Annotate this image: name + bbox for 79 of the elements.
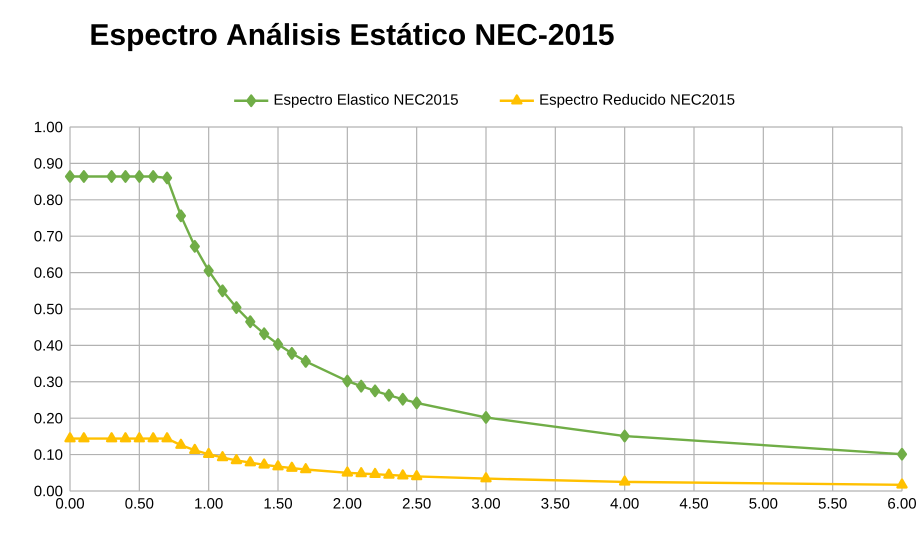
point <box>342 374 352 388</box>
point <box>134 432 146 442</box>
x-tick-label: 1.00 <box>195 498 223 509</box>
x-tick-label: 6.00 <box>888 498 916 509</box>
point <box>204 264 214 278</box>
y-tick-label: 0.90 <box>34 158 62 169</box>
point <box>217 284 228 298</box>
point <box>78 432 90 442</box>
point <box>134 170 144 183</box>
point <box>342 466 354 477</box>
chart-title: Espectro Análisis Estático NEC-2015 <box>91 22 614 52</box>
point <box>148 170 158 183</box>
point <box>370 384 380 398</box>
y-tick-label: 0.00 <box>34 486 62 496</box>
point <box>230 454 242 464</box>
x-tick-label: 5.50 <box>818 498 847 509</box>
legend-label: Espectro Elastico NEC2015 <box>274 94 458 108</box>
x-tick-label: 3.00 <box>472 498 500 509</box>
point <box>272 460 284 470</box>
x-tick-label: 2.50 <box>402 498 431 509</box>
point <box>480 472 492 482</box>
point <box>397 469 408 480</box>
point <box>176 209 186 222</box>
point <box>245 315 256 328</box>
point <box>244 456 256 466</box>
x-tick-label: 0.00 <box>56 498 84 509</box>
point <box>175 438 187 449</box>
point <box>369 468 381 478</box>
point <box>120 170 131 183</box>
point <box>412 396 422 410</box>
point <box>620 430 630 442</box>
point <box>259 327 270 340</box>
y-tick-label: 1.00 <box>34 122 62 132</box>
point <box>356 467 367 478</box>
y-tick-label: 0.10 <box>34 449 62 460</box>
point <box>189 444 201 454</box>
point <box>896 478 908 489</box>
x-tick-label: 3.50 <box>541 498 570 509</box>
point <box>190 240 200 253</box>
point <box>300 463 312 474</box>
y-tick-label: 0.20 <box>34 412 62 424</box>
point <box>78 170 89 183</box>
y-tick-label: 0.60 <box>34 267 62 278</box>
x-tick-label: 5.00 <box>749 498 778 509</box>
point <box>64 432 76 442</box>
x-tick-label: 4.00 <box>610 498 639 509</box>
legend-label: Espectro Reducido NEC2015 <box>540 94 734 108</box>
y-tick-label: 0.30 <box>34 376 62 388</box>
point <box>231 301 242 314</box>
point <box>300 355 311 368</box>
point <box>161 432 173 442</box>
x-tick-label: 1.50 <box>264 498 292 509</box>
y-tick-label: 0.80 <box>34 194 62 206</box>
point <box>356 380 366 393</box>
point <box>286 347 297 360</box>
point <box>480 411 492 424</box>
x-tick-label: 4.50 <box>680 498 708 509</box>
point <box>216 451 228 462</box>
point <box>896 448 908 461</box>
point <box>258 458 270 469</box>
point <box>162 172 172 184</box>
point <box>410 470 422 480</box>
point <box>383 468 395 479</box>
y-tick-label: 0.50 <box>34 304 62 314</box>
point <box>286 462 298 472</box>
x-tick-label: 0.50 <box>125 498 154 509</box>
point <box>120 432 132 442</box>
y-tick-label: 0.40 <box>34 340 62 351</box>
point <box>272 338 284 351</box>
point <box>398 392 408 406</box>
point <box>106 170 117 183</box>
point <box>618 475 630 486</box>
point <box>106 432 118 442</box>
point <box>202 448 214 458</box>
point <box>64 170 76 183</box>
x-tick-label: 2.00 <box>333 498 362 509</box>
y-tick-label: 0.70 <box>34 230 62 242</box>
point <box>384 388 394 402</box>
point <box>148 432 159 442</box>
